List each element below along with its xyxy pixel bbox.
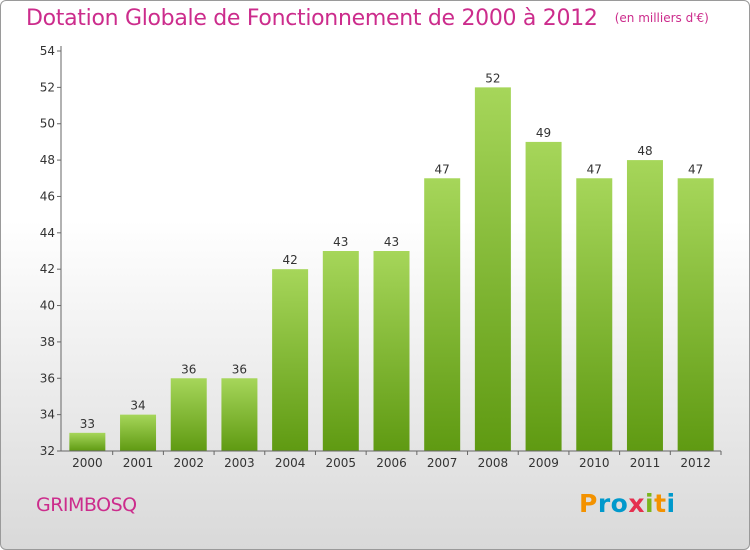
- y-tick-label: 34: [40, 408, 55, 422]
- data-label: 34: [130, 399, 145, 413]
- data-label: 33: [80, 417, 95, 431]
- y-tick-label: 44: [40, 226, 55, 240]
- x-tick-label: 2001: [123, 456, 154, 470]
- logo-letter: i: [645, 489, 655, 518]
- data-label: 47: [688, 162, 703, 176]
- chart-title: Dotation Globale de Fonctionnement de 20…: [26, 6, 598, 31]
- logo-letter: x: [628, 489, 645, 518]
- x-tick-label: 2006: [376, 456, 407, 470]
- data-label: 43: [333, 235, 348, 249]
- y-tick-label: 32: [40, 444, 55, 458]
- y-tick-label: 54: [40, 44, 55, 58]
- bar: [677, 178, 714, 452]
- x-tick-label: 2011: [630, 456, 661, 470]
- y-tick-label: 52: [40, 80, 55, 94]
- x-tick-label: 2012: [680, 456, 711, 470]
- x-tick-label: 2008: [478, 456, 509, 470]
- bar: [322, 251, 359, 451]
- data-label: 42: [282, 253, 297, 267]
- logo-letter: r: [597, 489, 611, 518]
- proxiti-logo: Proxiti: [579, 489, 676, 518]
- data-label: 47: [435, 162, 450, 176]
- data-label: 47: [587, 162, 602, 176]
- x-tick-label: 2002: [173, 456, 204, 470]
- x-tick-label: 2009: [528, 456, 559, 470]
- x-tick-label: 2004: [275, 456, 306, 470]
- y-tick-label: 48: [40, 153, 55, 167]
- commune-name: GRIMBOSQ: [36, 494, 137, 516]
- bar: [474, 87, 511, 451]
- y-tick-label: 38: [40, 335, 55, 349]
- data-label: 36: [232, 362, 247, 376]
- y-tick-label: 46: [40, 189, 55, 203]
- logo-letter: P: [579, 489, 598, 518]
- bar: [373, 251, 410, 451]
- x-tick-label: 2010: [579, 456, 610, 470]
- logo-letter: i: [666, 489, 676, 518]
- bar: [170, 378, 207, 451]
- data-label: 52: [485, 71, 500, 85]
- title-line: Dotation Globale de Fonctionnement de 20…: [26, 6, 709, 31]
- bar: [120, 414, 157, 451]
- bar: [424, 178, 461, 452]
- bar: [626, 160, 663, 451]
- x-tick-label: 2005: [326, 456, 357, 470]
- y-tick-label: 42: [40, 262, 55, 276]
- bar: [221, 378, 258, 451]
- data-label: 49: [536, 126, 551, 140]
- y-tick-label: 50: [40, 117, 55, 131]
- x-tick-label: 2000: [72, 456, 103, 470]
- x-tick-label: 2007: [427, 456, 458, 470]
- x-tick-label: 2003: [224, 456, 255, 470]
- y-tick-label: 40: [40, 299, 55, 313]
- data-label: 48: [637, 144, 652, 158]
- data-label: 36: [181, 362, 196, 376]
- logo-letter: o: [610, 489, 629, 518]
- y-tick-label: 36: [40, 371, 55, 385]
- logo-letter: t: [654, 489, 667, 518]
- bar: [525, 141, 562, 451]
- chart-subtitle: (en milliers d'€): [614, 11, 709, 25]
- data-label: 43: [384, 235, 399, 249]
- bar: [69, 432, 106, 451]
- bar: [272, 269, 309, 451]
- bar: [576, 178, 613, 452]
